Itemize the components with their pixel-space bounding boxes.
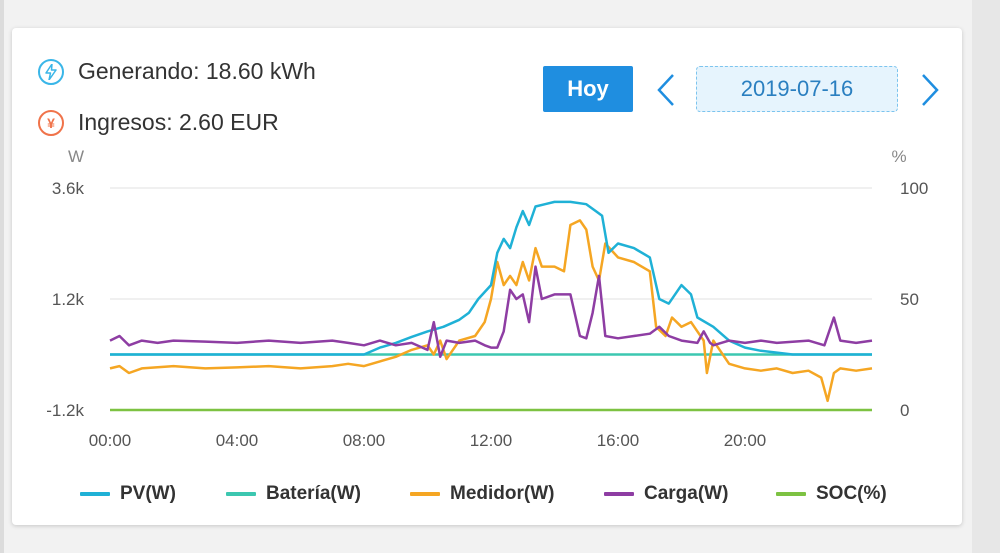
legend-swatch (80, 492, 110, 496)
legend-swatch (604, 492, 634, 496)
y-left-tick-label: 1.2k (52, 290, 85, 309)
y-left-tick-label: -1.2k (46, 401, 84, 420)
lightning-icon (38, 58, 64, 85)
series-line-carga (109, 265, 873, 359)
y-right-tick-label: 0 (900, 401, 909, 420)
chart-legend: PV(W) Batería(W) Medidor(W) Carga(W) SOC(%) (12, 483, 962, 513)
screen-edge-right (972, 0, 1000, 553)
legend-swatch (226, 492, 256, 496)
x-tick-label: 08:00 (343, 431, 386, 450)
legend-item-pv[interactable]: PV(W) (80, 483, 176, 505)
income-stat: ¥ Ingresos : 2.60 EUR (38, 109, 279, 136)
y-right-tick-label: 100 (900, 179, 928, 198)
generating-value: 18.60 kWh (205, 58, 316, 84)
series-line-pv (110, 200, 872, 356)
y-left-tick-label: 3.6k (52, 179, 85, 198)
currency-icon: ¥ (38, 109, 64, 136)
line-chart: W % 3.6k 1.2k -1.2k 100 50 0 00:00 04:00 08:00 12:0… (46, 147, 928, 450)
generating-stat: Generando : 18.60 kWh (38, 58, 316, 85)
y-right-tick-label: 50 (900, 290, 919, 309)
legend-label: Carga(W) (644, 483, 729, 504)
x-tick-label: 20:00 (724, 431, 767, 450)
legend-label: Medidor(W) (450, 483, 555, 504)
date-picker[interactable]: 2019-07-16 (696, 66, 898, 112)
legend-label: PV(W) (120, 483, 176, 504)
generating-separator: : (193, 58, 206, 84)
income-value: 2.60 EUR (179, 109, 279, 135)
screen-edge-left (0, 0, 4, 553)
x-tick-label: 04:00 (216, 431, 259, 450)
x-tick-label: 00:00 (89, 431, 132, 450)
legend-item-bateria[interactable]: Batería(W) (226, 483, 361, 505)
legend-label: Batería(W) (266, 483, 362, 504)
energy-chart-card: Generando : 18.60 kWh ¥ Ingresos : 2.60 … (12, 28, 962, 525)
chevron-left-icon[interactable] (654, 72, 678, 108)
generating-label: Generando (78, 58, 194, 84)
left-axis-unit: W (68, 147, 84, 166)
today-button[interactable]: Hoy (543, 66, 633, 112)
chevron-right-icon[interactable] (918, 72, 942, 108)
income-label: Ingresos (78, 109, 167, 135)
income-separator: : (166, 109, 179, 135)
legend-item-carga[interactable]: Carga(W) (604, 483, 728, 505)
legend-label: SOC(%) (816, 483, 887, 504)
x-tick-label: 12:00 (470, 431, 513, 450)
right-axis-unit: % (891, 147, 906, 166)
legend-swatch (410, 492, 440, 496)
legend-swatch (776, 492, 806, 496)
series-line-medidor (109, 219, 873, 403)
x-tick-label: 16:00 (597, 431, 640, 450)
legend-item-soc[interactable]: SOC(%) (776, 483, 887, 505)
legend-item-medidor[interactable]: Medidor(W) (410, 483, 554, 505)
